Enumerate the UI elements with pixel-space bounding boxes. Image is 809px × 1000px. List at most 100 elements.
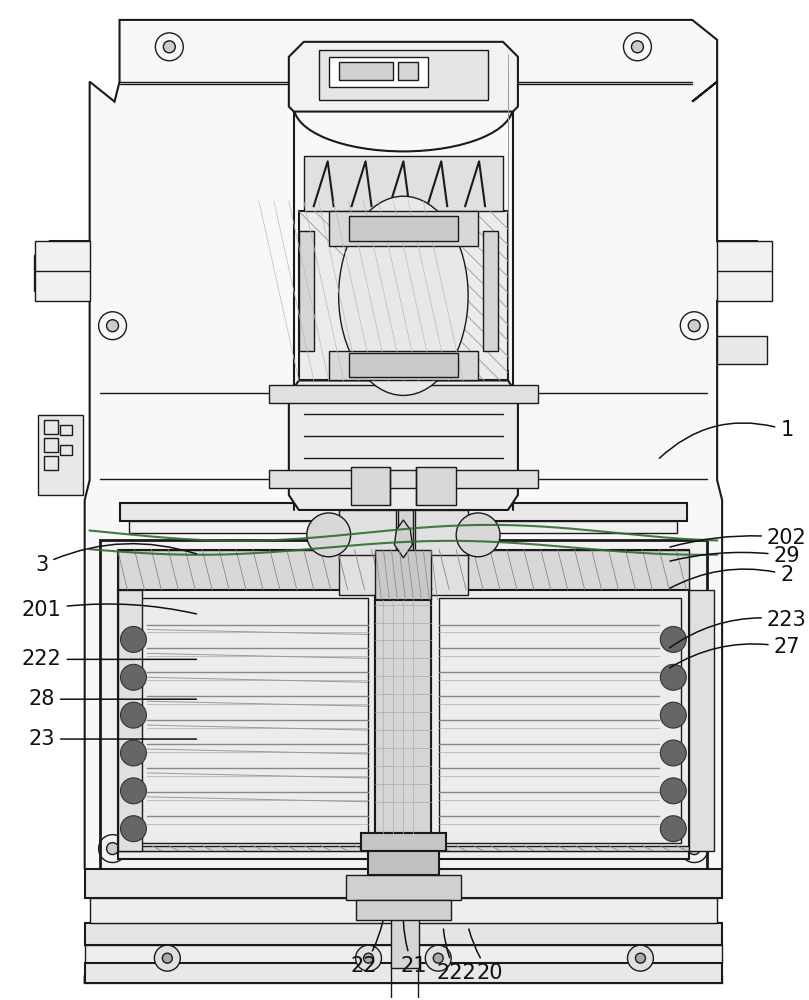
Circle shape (163, 41, 176, 53)
Ellipse shape (339, 196, 468, 395)
Bar (328, 57, 428, 87)
Bar (60, 445, 72, 455)
Bar (319, 50, 488, 100)
Bar (349, 216, 458, 241)
Bar (361, 833, 447, 851)
Text: 27: 27 (670, 637, 800, 668)
Circle shape (456, 513, 500, 557)
Bar (367, 851, 439, 875)
Bar (717, 336, 767, 364)
Bar (85, 923, 722, 945)
Bar (439, 598, 681, 843)
Circle shape (163, 953, 172, 963)
Polygon shape (289, 42, 518, 112)
Bar (417, 467, 456, 505)
Polygon shape (395, 520, 413, 558)
Polygon shape (717, 241, 772, 301)
Bar (269, 470, 538, 488)
Bar (483, 231, 498, 351)
Text: 28: 28 (28, 689, 197, 709)
Bar (375, 550, 431, 600)
Text: 223: 223 (670, 610, 807, 648)
Bar (269, 385, 538, 403)
Bar (299, 231, 314, 351)
Circle shape (688, 843, 701, 855)
Bar (117, 590, 142, 851)
Bar (44, 456, 57, 470)
Bar (328, 351, 478, 380)
Bar (328, 211, 478, 246)
Bar (125, 598, 367, 843)
Bar (44, 438, 57, 452)
Bar (85, 869, 722, 898)
Bar (44, 420, 57, 434)
Circle shape (121, 778, 146, 804)
Text: 202: 202 (670, 528, 807, 548)
Text: 3: 3 (36, 544, 197, 575)
Polygon shape (35, 20, 772, 983)
Circle shape (660, 816, 686, 842)
Circle shape (356, 945, 382, 971)
Bar (117, 550, 689, 859)
Bar (85, 945, 722, 963)
Bar (38, 415, 83, 495)
Circle shape (155, 945, 180, 971)
Circle shape (121, 626, 146, 652)
Text: 201: 201 (22, 600, 197, 620)
Bar (129, 521, 677, 533)
Bar (339, 510, 398, 560)
Bar (117, 550, 689, 590)
Bar (375, 600, 431, 833)
Bar (299, 211, 508, 380)
Text: 23: 23 (28, 729, 197, 749)
Bar (350, 467, 391, 505)
Circle shape (635, 953, 646, 963)
Circle shape (107, 843, 119, 855)
Bar (85, 963, 722, 983)
Bar (90, 898, 717, 923)
Circle shape (121, 740, 146, 766)
Circle shape (660, 626, 686, 652)
Circle shape (434, 953, 443, 963)
Bar (100, 540, 707, 869)
Circle shape (660, 702, 686, 728)
Text: 22: 22 (350, 921, 383, 976)
Bar (117, 846, 689, 851)
Bar (339, 62, 393, 80)
Bar (356, 900, 451, 920)
Circle shape (660, 740, 686, 766)
Bar (349, 353, 458, 377)
Bar (304, 156, 503, 211)
Text: 1: 1 (659, 420, 794, 458)
Bar (431, 590, 689, 851)
Bar (60, 425, 72, 435)
Circle shape (688, 320, 701, 332)
Circle shape (121, 702, 146, 728)
Bar (345, 875, 461, 900)
Bar (689, 590, 714, 851)
Circle shape (628, 945, 654, 971)
Bar (339, 555, 468, 595)
Circle shape (660, 778, 686, 804)
Bar (120, 503, 688, 521)
Bar (398, 62, 418, 80)
Text: 222: 222 (22, 649, 197, 669)
Text: 222: 222 (436, 929, 476, 983)
Circle shape (363, 953, 374, 963)
Circle shape (107, 320, 119, 332)
Polygon shape (289, 380, 518, 510)
Text: 21: 21 (400, 921, 426, 976)
Circle shape (121, 664, 146, 690)
Circle shape (632, 41, 643, 53)
Circle shape (121, 816, 146, 842)
Circle shape (307, 513, 350, 557)
Circle shape (660, 664, 686, 690)
Circle shape (426, 945, 451, 971)
Text: 20: 20 (469, 929, 503, 983)
Polygon shape (35, 241, 90, 301)
Text: 2: 2 (670, 565, 794, 588)
Bar (413, 510, 468, 560)
Bar (392, 510, 419, 968)
Bar (117, 590, 375, 851)
Text: 29: 29 (670, 546, 800, 566)
